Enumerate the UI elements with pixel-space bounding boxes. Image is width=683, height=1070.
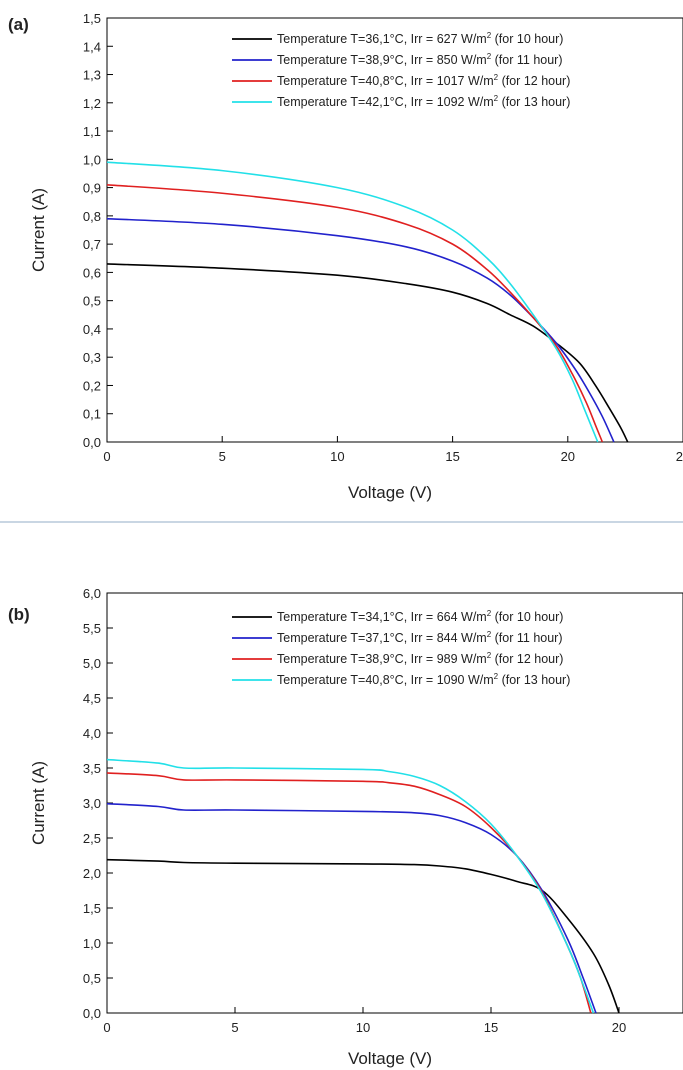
y-tick-label: 1,5: [83, 11, 101, 26]
y-tick-label: 2,0: [83, 866, 101, 881]
x-tick-label: 0: [103, 449, 110, 464]
panel-divider: [0, 521, 683, 523]
y-tick-label: 5,5: [83, 621, 101, 636]
series-line-3: [106, 183, 604, 443]
x-tick-label: 20: [561, 449, 575, 464]
chart-panel-a: (a) 0,0 0,1 0,2 0,3 0,4 0,5 0,6 0,7 0,8 0,9 1,0 1,1 1…: [8, 11, 683, 502]
y-tick-label: 0,7: [83, 237, 101, 252]
y-tick-label: 0,1: [83, 407, 101, 422]
series-line-1: [106, 263, 629, 443]
series-line-1: [106, 858, 620, 1014]
y-tick-label: 3,0: [83, 796, 101, 811]
legend-entry-2: Temperature T=38,9°C, Irr = 850 W/m2 (fo…: [277, 52, 563, 67]
y-tick-label: 0,8: [83, 209, 101, 224]
y-tick-label: 0,5: [83, 971, 101, 986]
y-tick-label: 0,0: [83, 1006, 101, 1021]
x-tick-label: 20: [612, 1020, 626, 1035]
legend-entry-2: Temperature T=37,1°C, Irr = 844 W/m2 (fo…: [277, 630, 563, 645]
y-tick-label: 1,2: [83, 96, 101, 111]
x-tick-label: 15: [484, 1020, 498, 1035]
y-tick-label: 0,4: [83, 322, 101, 337]
legend-entry-4: Temperature T=42,1°C, Irr = 1092 W/m2 (f…: [277, 94, 570, 109]
y-tick-label: 1,4: [83, 39, 101, 54]
x-tick-label: 0: [103, 1020, 110, 1035]
y-tick-label: 4,0: [83, 726, 101, 741]
panel-label: (b): [8, 605, 30, 624]
legend-entry-1: Temperature T=36,1°C, Irr = 627 W/m2 (fo…: [277, 31, 563, 46]
y-tick-label: 0,3: [83, 350, 101, 365]
legend-entry-3: Temperature T=38,9°C, Irr = 989 W/m2 (fo…: [277, 651, 563, 666]
y-tick-label: 1,3: [83, 68, 101, 83]
y-tick-label: 2,5: [83, 831, 101, 846]
plot-frame: [106, 17, 683, 443]
series-line-2: [106, 802, 597, 1014]
y-axis-title: Current (A): [29, 188, 48, 272]
x-axis-title: Voltage (V): [348, 483, 432, 502]
y-tick-label: 1,0: [83, 936, 101, 951]
x-tick-label: 15: [445, 449, 459, 464]
y-tick-label: 6,0: [83, 586, 101, 601]
y-tick-label: 1,0: [83, 152, 101, 167]
y-tick-label: 0,0: [83, 435, 101, 450]
legend-entry-1: Temperature T=34,1°C, Irr = 664 W/m2 (fo…: [277, 609, 563, 624]
x-tick-label: 25: [676, 449, 683, 464]
series-line-4: [106, 758, 595, 1014]
panel-label: (a): [8, 15, 29, 34]
x-tick-label: 10: [330, 449, 344, 464]
x-axis-title: Voltage (V): [348, 1049, 432, 1068]
y-axis-title: Current (A): [29, 761, 48, 845]
y-tick-label: 1,1: [83, 124, 101, 139]
x-tick-label: 10: [356, 1020, 370, 1035]
y-tick-label: 3,5: [83, 761, 101, 776]
y-tick-label: 0,6: [83, 265, 101, 280]
series-line-4: [106, 161, 599, 443]
y-tick-label: 4,5: [83, 691, 101, 706]
x-tick-label: 5: [219, 449, 226, 464]
x-tick-label: 5: [231, 1020, 238, 1035]
series-line-2: [106, 217, 615, 443]
legend-entry-3: Temperature T=40,8°C, Irr = 1017 W/m2 (f…: [277, 73, 570, 88]
legend-entry-4: Temperature T=40,8°C, Irr = 1090 W/m2 (f…: [277, 672, 570, 687]
y-tick-label: 0,2: [83, 378, 101, 393]
y-tick-label: 0,9: [83, 181, 101, 196]
y-tick-label: 5,0: [83, 656, 101, 671]
y-tick-label: 0,5: [83, 294, 101, 309]
y-tick-label: 1,5: [83, 901, 101, 916]
chart-panel-b: (b) 0,0 0,5 1,0 1,5 2,0 2,5 3,0 3,5 4,0 4,5 5,0 5,5 6…: [8, 586, 683, 1068]
